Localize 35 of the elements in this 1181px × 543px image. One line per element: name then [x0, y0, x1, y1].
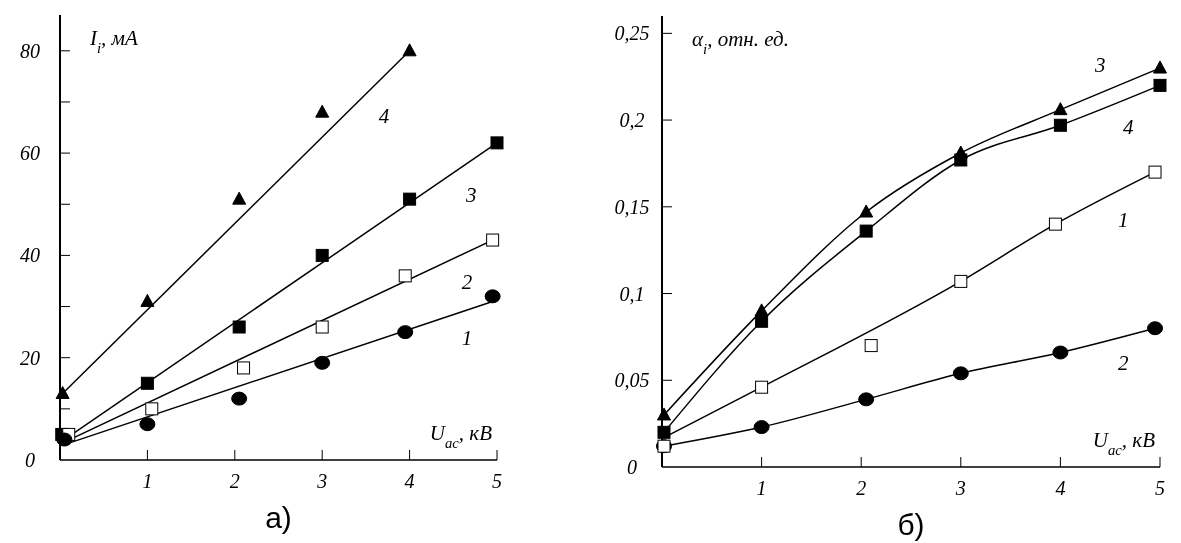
series-label: 3	[1093, 52, 1106, 77]
y-tick-label: 20	[20, 346, 40, 369]
y-tick-label: 0,15	[614, 195, 650, 218]
x-tick-label: 2	[229, 470, 240, 492]
x-axis-title: U$_{ac}$, кВ	[429, 421, 493, 451]
x-tick-label: 5	[492, 470, 502, 492]
y-tick-label: 0	[25, 449, 35, 471]
y-axis-title: I$_{i}$, мА	[89, 26, 138, 56]
y-tick-label: 60	[20, 142, 40, 165]
x-tick-label: 3	[954, 477, 966, 499]
y-tick-label: 40	[20, 244, 40, 267]
y-tick-label: 0,05	[614, 369, 650, 392]
y-tick-label: 80	[20, 39, 40, 62]
x-tick-label: 3	[316, 470, 328, 492]
x-tick-label: 5	[1155, 477, 1165, 499]
x-tick-label: 1	[756, 477, 767, 499]
x-tick-label: 2	[856, 477, 867, 499]
y-axis-title: α$_{i}$, отн. ед.	[692, 27, 789, 57]
series-label: 4	[1122, 115, 1134, 140]
text: б)	[897, 508, 925, 541]
y-tick-label: 0	[627, 456, 637, 478]
x-axis-title: U$_{ac}$, кВ	[1092, 428, 1156, 458]
y-tick-label: 0,25	[614, 22, 650, 45]
series-label: 1	[461, 325, 473, 350]
series-label: 3	[465, 182, 477, 207]
x-tick-label: 4	[404, 470, 415, 492]
y-tick-label: 0,2	[619, 109, 645, 132]
series-label: 2	[461, 270, 473, 295]
x-tick-label: 4	[1055, 477, 1066, 499]
x-tick-label: 1	[142, 470, 153, 492]
series-label: 2	[1117, 350, 1129, 375]
series-label: 1	[1117, 207, 1129, 232]
text: а)	[265, 501, 292, 534]
series-label: 4	[378, 103, 390, 128]
y-tick-label: 0,1	[619, 282, 645, 305]
